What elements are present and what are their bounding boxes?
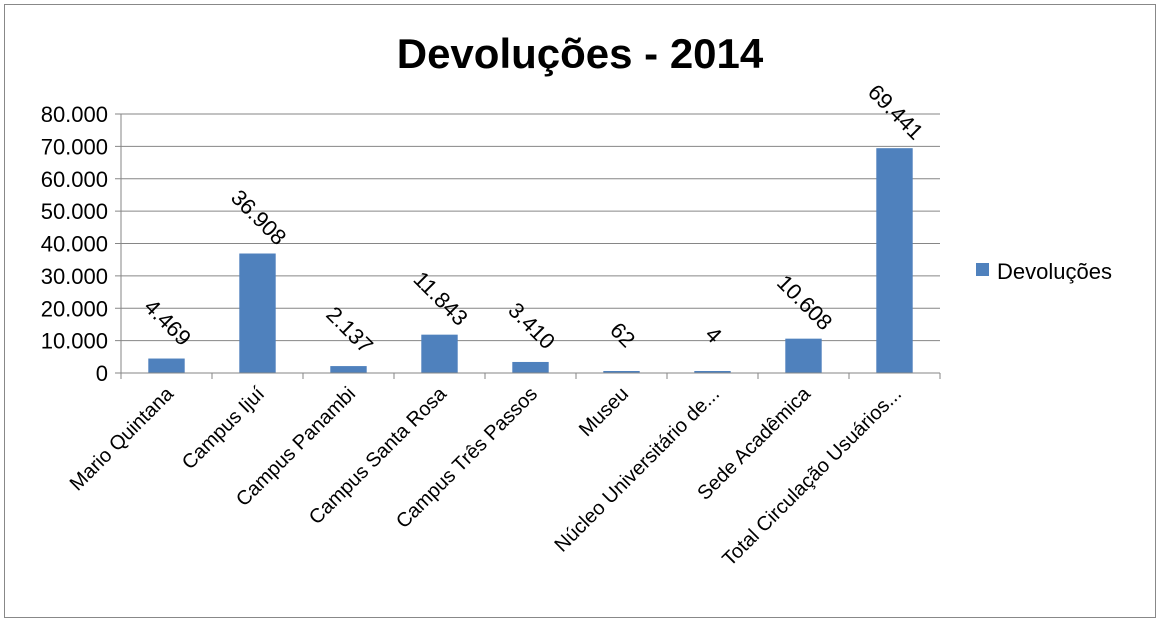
y-tick-label: 50.000 (41, 199, 108, 224)
x-category-label: Museu (575, 383, 633, 441)
y-tick-label: 10.000 (41, 329, 108, 354)
bar (148, 358, 185, 373)
chart-title: Devoluções - 2014 (397, 30, 764, 77)
data-label: 2.137 (321, 302, 378, 359)
x-category-label: Campus Ijuí (178, 383, 269, 474)
x-category-label: Núcleo Universitário de... (550, 383, 724, 557)
data-label: 4.469 (139, 294, 196, 351)
bar (876, 148, 913, 373)
bar (512, 361, 549, 373)
y-tick-label: 30.000 (41, 264, 108, 289)
chart-frame (4, 4, 1156, 618)
y-tick-label: 40.000 (41, 232, 108, 257)
data-label: 69.441 (863, 79, 928, 144)
legend: Devoluções (976, 259, 1112, 284)
bars (148, 148, 913, 373)
y-tick-label: 60.000 (41, 167, 108, 192)
y-tick-label: 0 (96, 361, 108, 386)
x-category-label: Total Circulação Usuários... (718, 383, 906, 571)
data-label: 10.608 (772, 270, 837, 335)
data-label: 62 (605, 317, 640, 352)
y-tick-label: 70.000 (41, 134, 108, 159)
bar (421, 334, 458, 373)
data-label: 36.908 (226, 185, 291, 250)
data-label: 3.410 (503, 297, 560, 354)
y-tick-label: 80.000 (41, 102, 108, 127)
data-label: 4 (701, 322, 727, 348)
y-axis: 0 10.000 20.000 30.000 40.000 50.000 60.000 70.… (41, 102, 122, 386)
bar (330, 366, 367, 373)
bar (694, 371, 731, 373)
bar (603, 371, 640, 373)
legend-swatch (976, 263, 989, 276)
legend-label: Devoluções (997, 259, 1112, 284)
y-tick-label: 20.000 (41, 296, 108, 321)
bar (239, 253, 276, 373)
bar (785, 338, 822, 373)
x-category-label: Mario Quintana (66, 382, 179, 495)
